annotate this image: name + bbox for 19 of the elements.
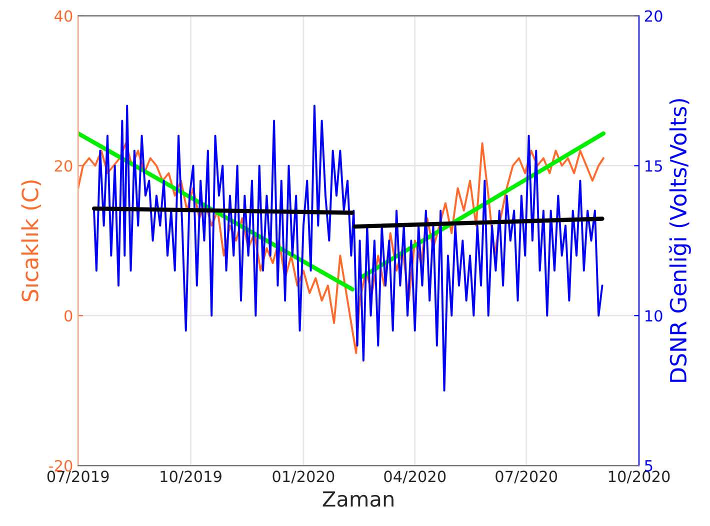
x-axis-title: Zaman [322, 491, 394, 507]
y-tick-label: 40 [54, 10, 72, 22]
line-series [78, 142, 604, 354]
y2-axis-title: DSNR Genliği (Volts/Volts) [668, 99, 691, 382]
x-tick-label: 10/2019 [160, 470, 222, 484]
y-tick-label: 20 [54, 160, 72, 172]
x-tick-label: 01/2020 [272, 470, 334, 484]
y-tick-label: 0 [64, 310, 72, 322]
x-tick-label: 07/2020 [496, 470, 558, 484]
x-tick-label: 04/2020 [384, 470, 446, 484]
y-axis-title: Sıcaklık (C) [21, 180, 42, 302]
y2-tick-label: 20 [644, 10, 662, 22]
line-series [93, 104, 604, 392]
y2-tick-label: 5 [645, 460, 652, 472]
y-tick-label: -20 [49, 460, 72, 472]
x-tick-label: 10/2020 [608, 470, 670, 484]
y2-tick-label: 15 [646, 160, 662, 172]
x-tick-label: 07/2019 [47, 470, 109, 484]
y2-tick-label: 10 [646, 310, 662, 322]
